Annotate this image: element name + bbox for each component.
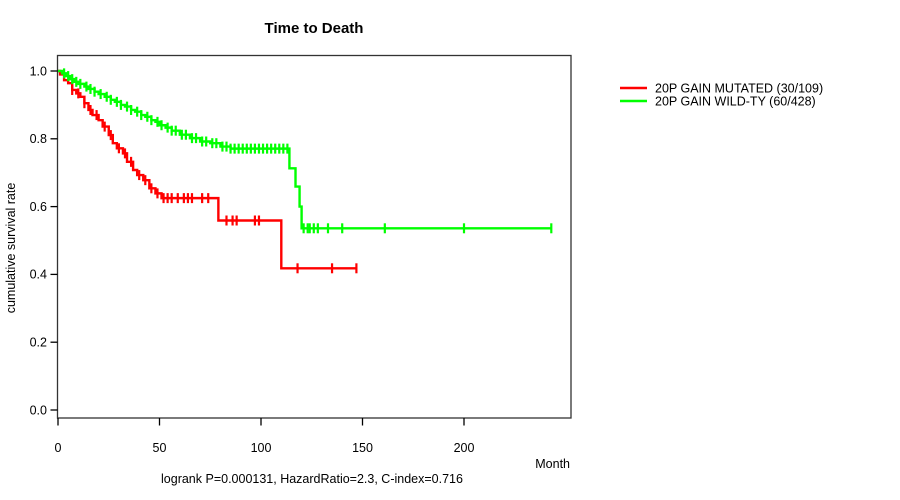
legend-label-mutated: 20P GAIN MUTATED (30/109) (655, 82, 823, 96)
y-axis-label: cumulative survival rate (4, 183, 18, 314)
plot-frame (56, 54, 572, 419)
y-axis: 0.0 0.2 0.4 0.6 0.8 1.0 (30, 64, 58, 417)
x-tick-label: 100 (251, 441, 272, 455)
y-tick-label: 0.0 (30, 403, 47, 417)
survival-curve-wildtype (58, 69, 552, 230)
x-axis: 0 50 100 150 200 (55, 418, 475, 455)
survival-curve-mutated (58, 69, 357, 270)
x-tick-label: 200 (454, 441, 475, 455)
stats-caption: logrank P=0.000131, HazardRatio=2.3, C-i… (161, 472, 463, 486)
y-tick-label: 0.6 (30, 200, 47, 214)
chart-title: Time to Death (265, 20, 364, 37)
legend-item-wildtype: 20P GAIN WILD-TY (60/428) (620, 95, 816, 109)
x-tick-label: 50 (153, 441, 167, 455)
y-tick-label: 0.2 (30, 336, 47, 350)
legend: 20P GAIN MUTATED (30/109) 20P GAIN WILD-… (620, 82, 823, 109)
x-axis-label: Month (535, 457, 570, 471)
survival-curves (58, 68, 553, 274)
y-tick-label: 0.8 (30, 132, 47, 146)
x-tick-label: 150 (352, 441, 373, 455)
legend-label-wildtype: 20P GAIN WILD-TY (60/428) (655, 95, 816, 109)
x-tick-label: 0 (55, 441, 62, 455)
y-tick-label: 1.0 (30, 64, 47, 78)
legend-item-mutated: 20P GAIN MUTATED (30/109) (620, 82, 823, 96)
y-tick-label: 0.4 (30, 268, 47, 282)
